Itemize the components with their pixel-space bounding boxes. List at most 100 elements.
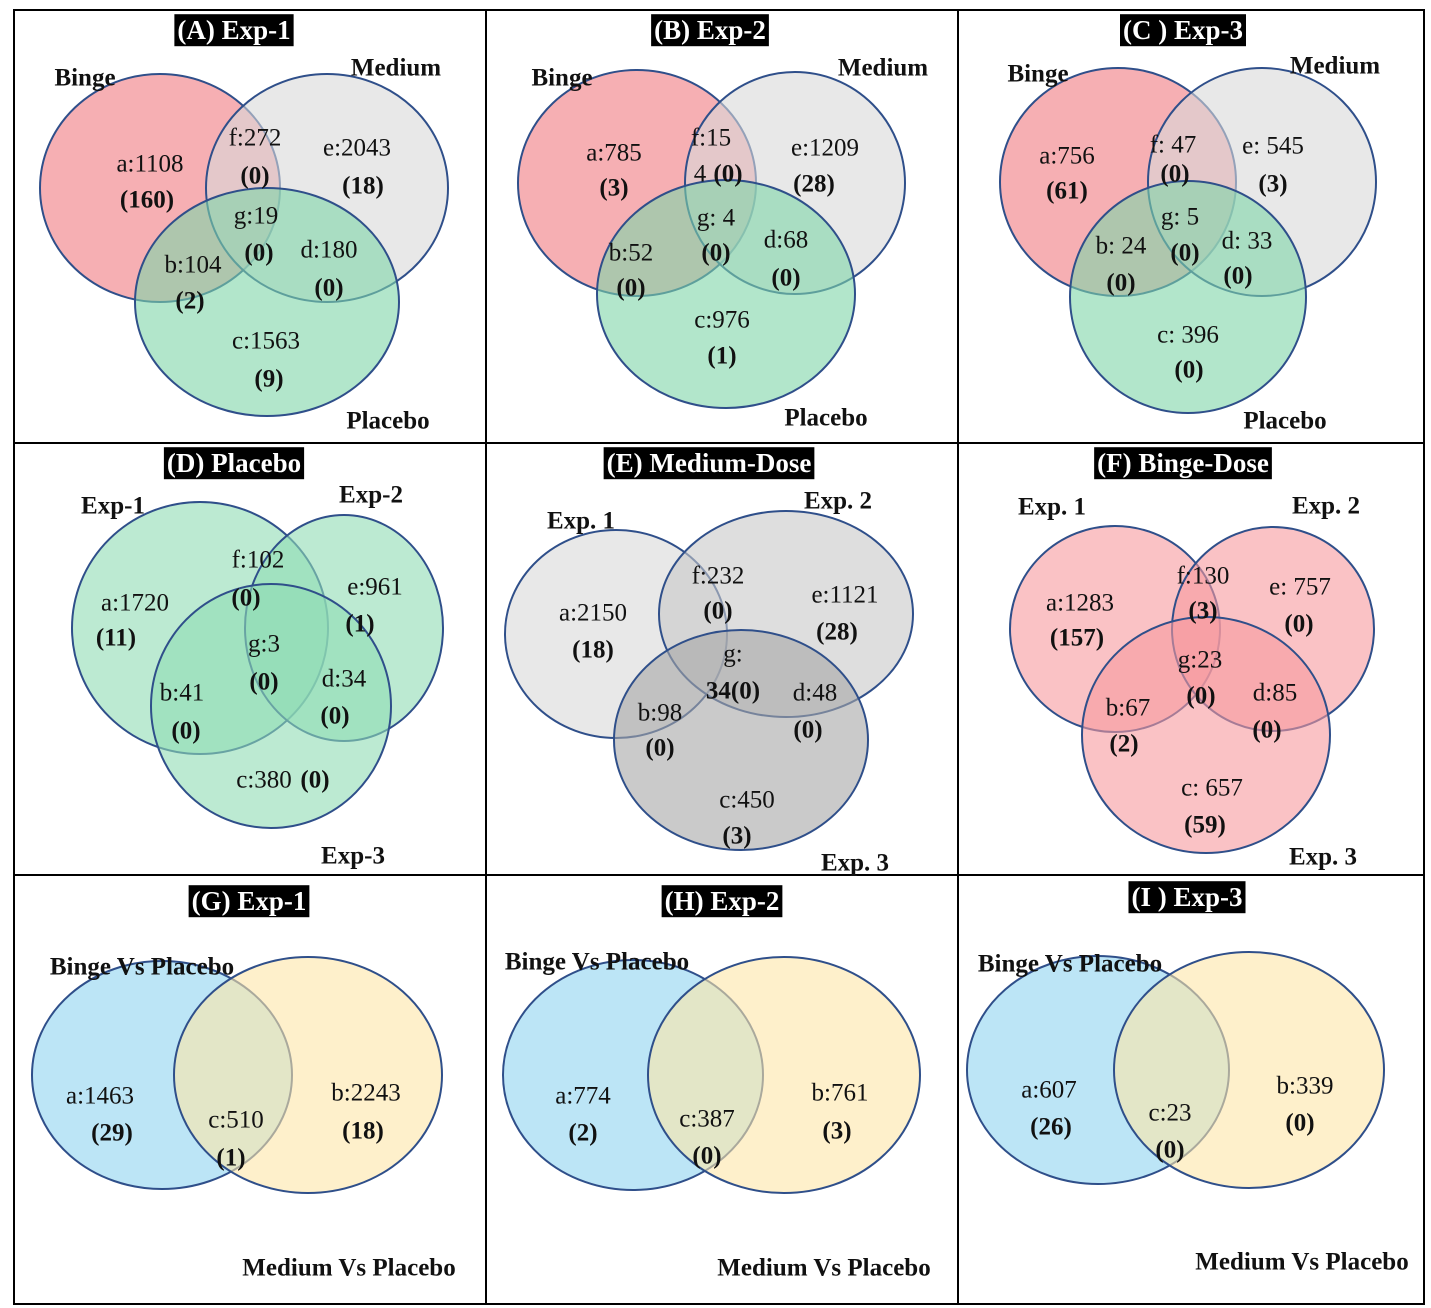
venn-panel: (I ) Exp-3 Binge Vs Placebo Medium Vs Plac…: [966, 881, 1409, 1276]
region-count: (0): [1174, 357, 1203, 384]
region-count: (0): [300, 767, 329, 794]
region-label: a:607: [1021, 1077, 1077, 1104]
set-label: Exp. 1: [1018, 494, 1086, 521]
set-label: Binge: [1007, 61, 1068, 88]
region-label: b:339: [1277, 1073, 1334, 1100]
region-count: (0): [616, 275, 645, 302]
region-count: (0): [703, 598, 732, 625]
region-label: a:785: [586, 140, 642, 167]
panel-title-text: (B) Exp-2: [654, 15, 766, 45]
set-label: Exp. 1: [547, 508, 615, 535]
region-count: (0): [1186, 683, 1215, 710]
panel-title-text: (I ) Exp-3: [1131, 882, 1242, 912]
region-count: (0): [793, 717, 822, 744]
region-count: (3): [1258, 171, 1287, 198]
set-label: Binge Vs Placebo: [505, 949, 689, 976]
region-count: (26): [1030, 1114, 1072, 1141]
region-count: (0): [1285, 1110, 1314, 1137]
region-label: b:52: [609, 240, 653, 267]
region-count: (1): [216, 1145, 245, 1172]
region-label: c:510: [208, 1107, 264, 1134]
region-count: (0): [1252, 717, 1281, 744]
panel-title: (H) Exp-2: [661, 885, 783, 918]
region-count: (61): [1046, 178, 1088, 205]
region-label: a:774: [555, 1083, 611, 1110]
venn-panel: (B) Exp-2 Binge Medium Placebo a:785 (3) f:15 e…: [517, 14, 928, 432]
venn-panel: (E) Medium-Dose Exp. 1 Exp. 2 Exp. 3 a:2150 (…: [504, 447, 914, 877]
set-label: Binge: [54, 65, 115, 92]
region-label: e:1121: [811, 582, 878, 609]
venn-set-circle: [596, 179, 856, 409]
region-label: a:756: [1039, 143, 1095, 170]
region-count: (2): [175, 288, 204, 315]
region-count: (2): [568, 1120, 597, 1147]
region-label: g:19: [234, 203, 278, 230]
region-count: (0): [1170, 240, 1199, 267]
panel-title: (G) Exp-1: [188, 885, 310, 918]
outer-border: [13, 9, 1425, 1305]
panel-title-background: [188, 885, 310, 918]
region-count: (0): [320, 703, 349, 730]
panel-title-background: [661, 885, 783, 918]
region-label: b:98: [638, 700, 682, 727]
region-label: d:68: [764, 227, 808, 254]
region-count: (160): [120, 187, 174, 214]
region-count: (18): [572, 637, 614, 664]
region-count: (18): [342, 1118, 384, 1145]
venn-set-circle: [647, 956, 921, 1194]
set-label: Exp-2: [339, 482, 403, 509]
region-label: c:23: [1148, 1100, 1191, 1127]
panel-title: (B) Exp-2: [651, 14, 769, 47]
venn-panel: (D) Placebo Exp-1 Exp-2 Exp-3 a:1720 (11) f:10…: [71, 447, 444, 870]
panel-title: (D) Placebo: [163, 447, 305, 480]
venn-panel: (H) Exp-2 Binge Vs Placebo Medium Vs Place…: [502, 885, 931, 1282]
panel-title-background: [1094, 447, 1272, 480]
region-label: d:85: [1253, 680, 1297, 707]
venn-panel: (G) Exp-1 Binge Vs Placebo Medium Vs Place…: [31, 885, 456, 1282]
panel-title-background: [163, 447, 305, 480]
set-label: Binge Vs Placebo: [978, 951, 1162, 978]
set-label: Placebo: [1243, 408, 1326, 435]
region-count: (0): [244, 240, 273, 267]
region-count: (0): [171, 718, 200, 745]
set-label: Exp. 2: [804, 488, 872, 515]
region-count: (0): [645, 735, 674, 762]
region-count: (29): [91, 1120, 133, 1147]
region-label: e:1209: [791, 135, 859, 162]
panel-title: (A) Exp-1: [174, 14, 294, 47]
panels: (A) Exp-1 Binge Medium Placebo a:1108 (160) f:…: [31, 14, 1409, 1282]
venn-panel: (F) Binge-Dose Exp. 1 Exp. 2 Exp. 3 a:1283 (1…: [1009, 447, 1375, 871]
set-label: Medium Vs Placebo: [1195, 1249, 1408, 1276]
region-count: (0): [771, 265, 800, 292]
grid-lines: [13, 9, 1425, 1305]
region-label: a:1108: [116, 151, 183, 178]
region-count: (0): [701, 240, 730, 267]
region-count: (3): [822, 1118, 851, 1145]
venn-set-circle: [150, 583, 392, 829]
panel-title: (C ) Exp-3: [1120, 14, 1246, 47]
region-label: a:1283: [1046, 590, 1114, 617]
region-count: (0): [1160, 161, 1189, 188]
panel-title: (I ) Exp-3: [1128, 881, 1246, 914]
region-label: b:104: [165, 252, 222, 279]
region-label: f:130: [1177, 563, 1230, 590]
set-label: Binge: [531, 65, 592, 92]
panel-title-text: (C ) Exp-3: [1123, 15, 1243, 45]
panel-title-background: [174, 14, 294, 47]
region-label: d: 33: [1222, 228, 1273, 255]
set-label: Medium Vs Placebo: [242, 1255, 455, 1282]
panel-title-text: (A) Exp-1: [177, 15, 290, 45]
panel-title-background: [651, 14, 769, 47]
set-label: Medium: [1290, 53, 1380, 80]
region-count: (0): [1223, 263, 1252, 290]
region-label: c:387: [679, 1106, 735, 1133]
panel-title: (E) Medium-Dose: [603, 447, 815, 480]
region-count: (28): [816, 619, 858, 646]
region-count: (59): [1184, 812, 1226, 839]
region-label: c:976: [694, 307, 750, 334]
panel-title-text: (G) Exp-1: [192, 886, 307, 916]
set-label: Medium: [838, 55, 928, 82]
region-label: f:15: [691, 125, 731, 152]
set-label: Exp. 2: [1292, 493, 1360, 520]
